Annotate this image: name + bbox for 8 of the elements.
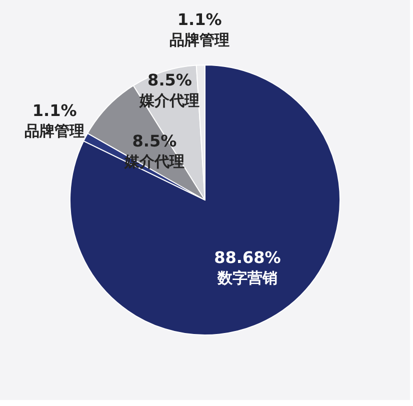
data-label: 88.68% [214,248,281,267]
slice-label: 媒介代理 [138,92,200,110]
data-label: 8.5% [148,70,192,90]
slice-label: 品牌管理 [24,122,85,140]
slice-label: 数字营销 [216,268,278,287]
data-label: 1.1% [177,10,222,30]
slice-label: 品牌管理 [170,31,230,50]
data-label: 1.1% [32,100,77,120]
